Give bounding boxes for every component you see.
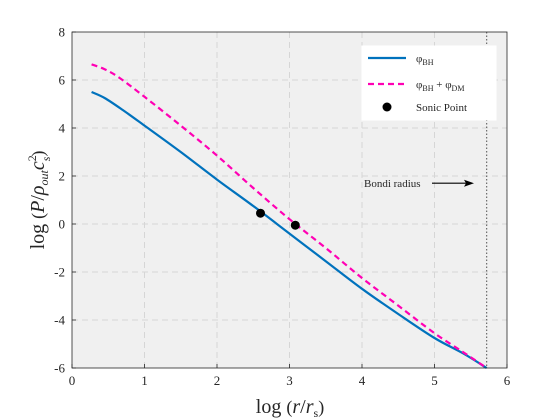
y-tick-label: 0	[59, 217, 66, 232]
x-tick-label: 6	[504, 373, 511, 388]
x-tick-label: 1	[141, 373, 148, 388]
legend: φBH φBH + φDM Sonic Point	[361, 45, 497, 121]
y-tick-label: -4	[54, 313, 65, 328]
bondi-radius-label: Bondi radius	[364, 178, 421, 190]
y-tick-label: 2	[59, 169, 66, 184]
bondi-radius-arrowhead	[464, 179, 474, 187]
legend-marker-sonic	[382, 102, 392, 112]
sonic-point	[290, 220, 300, 230]
series-line-bh-dm	[91, 63, 488, 369]
series-layer	[91, 63, 488, 369]
series-line-bh	[91, 90, 488, 369]
x-tick-label: 3	[286, 373, 293, 388]
y-tick-label: -2	[54, 265, 65, 280]
y-tick-label: 4	[59, 121, 66, 136]
x-tick-label: 4	[359, 373, 366, 388]
y-tick-label: 6	[59, 73, 66, 88]
sonic-point	[256, 208, 265, 218]
x-tick-label: 2	[214, 373, 221, 388]
y-tick-label: -6	[54, 361, 65, 376]
y-axis-label: log (P/ρoutc2s)	[25, 151, 53, 250]
x-axis-label: log (r/rs)	[256, 396, 324, 420]
x-tick-label: 5	[431, 373, 438, 388]
sonic-points	[256, 208, 300, 230]
x-axis-ticks: 0 1 2 3 4 5 6	[69, 364, 511, 388]
y-axis-ticks: -6 -4 -2 0 2 4 6 8	[54, 25, 76, 376]
y-tick-label: 8	[59, 25, 66, 40]
x-tick-label: 0	[69, 373, 76, 388]
legend-label-sonic: Sonic Point	[416, 102, 467, 114]
